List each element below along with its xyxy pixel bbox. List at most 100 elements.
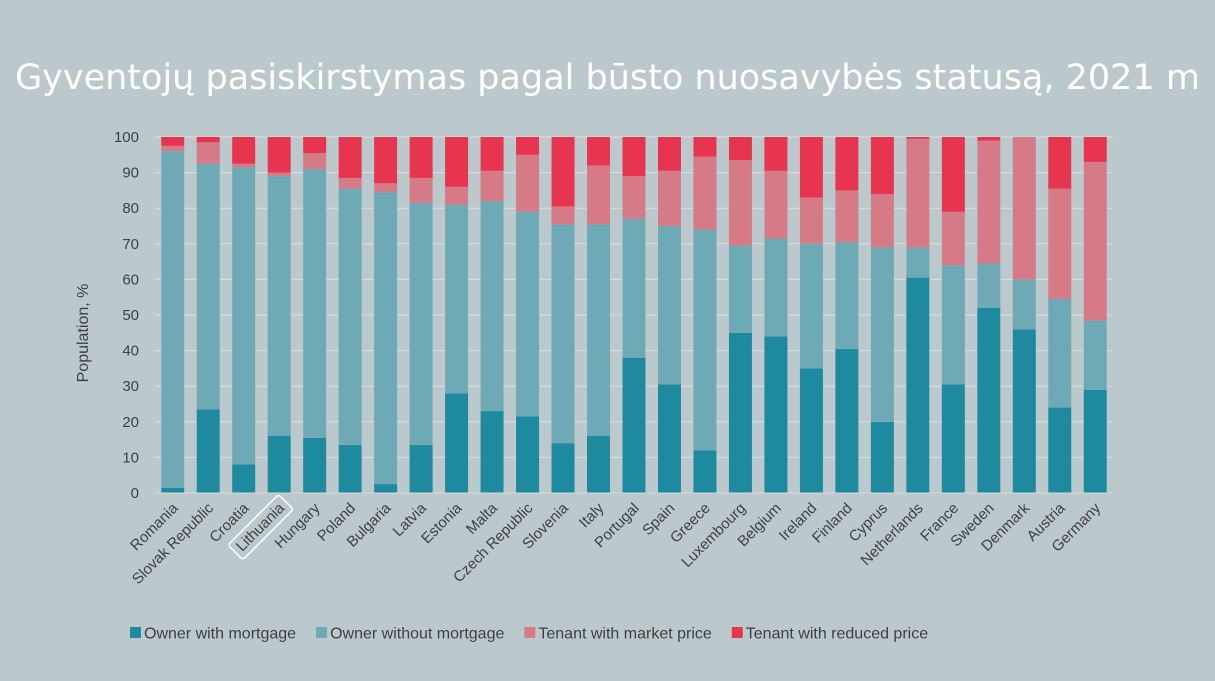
bar-segment-4 [409, 137, 433, 178]
bar-segment-4 [338, 137, 362, 178]
bar-segment-2 [906, 247, 930, 278]
bar-segment-1 [161, 487, 185, 493]
x-tick-label: Finland [809, 500, 856, 547]
bar-segment-4 [445, 137, 469, 187]
bar-segment-1 [693, 450, 717, 493]
bar-segment-3 [693, 156, 717, 230]
bar-segment-4 [551, 137, 575, 207]
bar-stack-france [941, 137, 965, 493]
bar-segment-4 [267, 137, 291, 173]
bar-segment-3 [338, 177, 362, 189]
y-tick-label: 10 [122, 449, 139, 466]
bar-segment-4 [941, 137, 965, 212]
bar-segment-2 [516, 211, 540, 417]
legend: Owner with mortgage Owner without mortgag… [130, 626, 928, 643]
bar-segment-4 [232, 137, 256, 164]
bar-segment-1 [1083, 389, 1107, 493]
legend-swatch [130, 627, 141, 638]
bar-segment-2 [445, 204, 469, 394]
y-tick-label: 100 [114, 129, 139, 146]
bar-segment-2 [693, 229, 717, 451]
legend-item-4: Tenant with reduced price [731, 626, 928, 643]
bar-segment-1 [480, 411, 504, 493]
bar-segment-2 [622, 218, 646, 358]
bar-segment-4 [764, 137, 788, 171]
bar-segment-4 [1083, 137, 1107, 162]
y-tick-label: 0 [131, 485, 139, 502]
legend-item-2: Owner without mortgage [316, 626, 504, 643]
bar-segment-2 [941, 265, 965, 385]
bar-stack-cyprus [870, 137, 894, 493]
bar-segment-1 [196, 409, 220, 493]
bar-stack-portugal [622, 137, 646, 493]
bar-segment-1 [657, 384, 681, 493]
bar-segment-2 [764, 238, 788, 337]
bar-segment-4 [799, 137, 823, 198]
bar-segment-4 [870, 137, 894, 194]
bar-stack-ireland [799, 137, 823, 493]
bar-stack-lithuania [267, 137, 291, 493]
bar-stack-luxembourg [728, 137, 752, 493]
bar-stack-greece [693, 137, 717, 493]
bar-stack-slovak-republic [196, 137, 220, 493]
bar-segment-2 [977, 263, 1001, 308]
bar-segment-2 [267, 176, 291, 437]
bar-segment-3 [835, 190, 859, 243]
bar-segment-1 [338, 444, 362, 493]
bar-segment-4 [906, 137, 930, 139]
bar-segment-2 [1048, 298, 1072, 408]
legend-item-1: Owner with mortgage [130, 626, 296, 643]
bar-segment-1 [835, 348, 859, 493]
bar-segment-1 [232, 464, 256, 493]
bar-segment-2 [799, 243, 823, 369]
bar-segment-2 [870, 247, 894, 422]
bar-segment-1 [587, 436, 611, 493]
y-tick-label: 30 [122, 378, 139, 395]
bar-stack-netherlands [906, 137, 930, 493]
bar-segment-2 [1012, 279, 1036, 330]
bar-segment-3 [161, 145, 185, 152]
bar-stack-poland [338, 137, 362, 493]
legend-swatch [316, 627, 328, 638]
bar-segment-3 [906, 138, 930, 248]
bar-stack-latvia [409, 137, 433, 493]
bar-segment-4 [161, 137, 185, 146]
y-tick-label: 50 [122, 307, 139, 324]
bars [161, 137, 1107, 493]
bar-segment-3 [728, 160, 752, 246]
bar-segment-2 [303, 169, 327, 438]
bar-stack-germany [1083, 137, 1107, 493]
bar-segment-1 [516, 416, 540, 493]
bar-stack-slovenia [551, 137, 575, 493]
legend-item-3: Tenant with market price [524, 626, 712, 643]
bar-segment-1 [799, 368, 823, 493]
bar-segment-3 [587, 165, 611, 225]
bar-segment-2 [196, 163, 220, 410]
bar-segment-4 [657, 137, 681, 171]
bar-segment-1 [622, 357, 646, 493]
bar-segment-1 [906, 277, 930, 493]
bar-segment-2 [1083, 320, 1107, 390]
bar-stack-bulgaria [374, 137, 398, 493]
bar-segment-2 [728, 245, 752, 333]
legend-label: Owner with mortgage [144, 626, 296, 643]
bar-segment-3 [551, 206, 575, 225]
bar-segment-3 [374, 183, 398, 193]
bar-segment-1 [1048, 407, 1072, 493]
bar-segment-3 [1048, 188, 1072, 299]
bar-stack-denmark [1012, 137, 1036, 493]
bar-segment-1 [409, 444, 433, 493]
chart-title: Gyventojų pasiskirstymas pagal būsto nuo… [15, 58, 1200, 98]
bar-segment-3 [480, 170, 504, 202]
y-tick-label: 40 [122, 343, 139, 360]
bar-segment-1 [977, 307, 1001, 493]
bar-stack-malta [480, 137, 504, 493]
bar-segment-1 [941, 384, 965, 493]
bar-segment-4 [516, 137, 540, 155]
bar-segment-3 [622, 176, 646, 219]
bar-segment-1 [728, 332, 752, 493]
bar-segment-2 [835, 242, 859, 349]
y-axis-ticks: 0 10 20 30 40 50 60 70 80 90 100 [114, 129, 139, 502]
